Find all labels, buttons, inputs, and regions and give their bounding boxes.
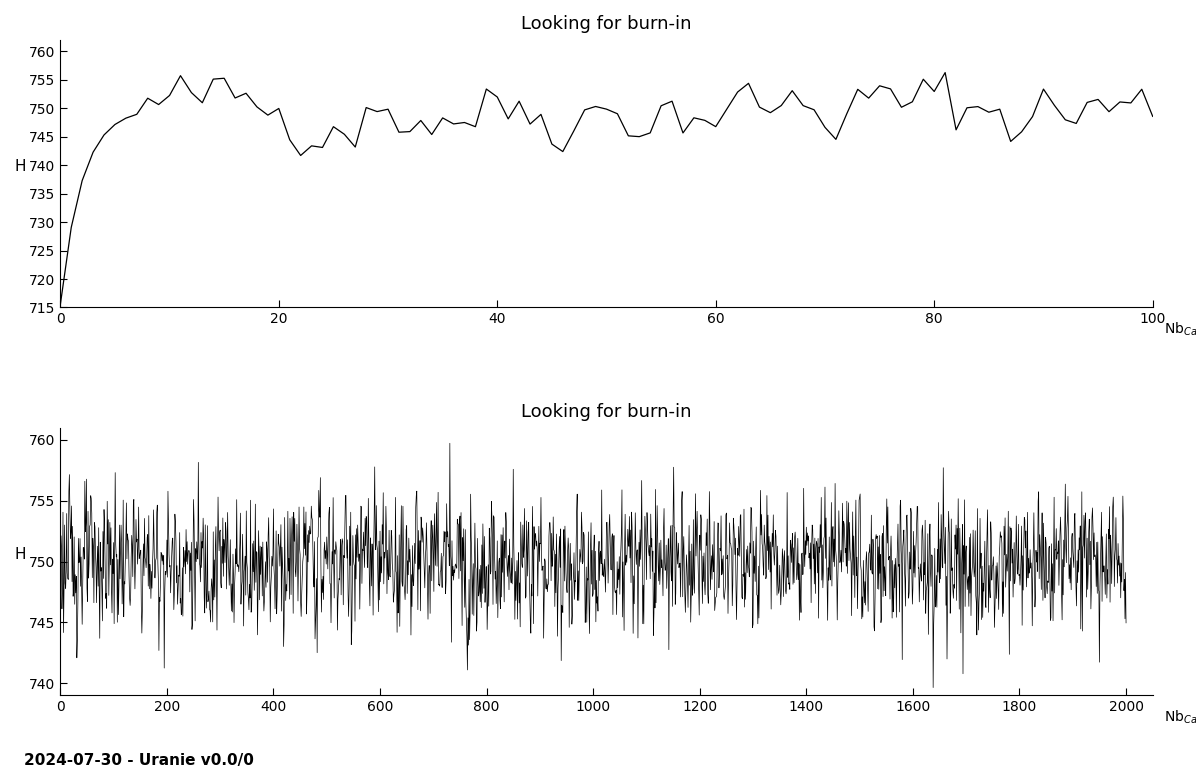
Y-axis label: H: H [16, 159, 26, 174]
Title: Looking for burn-in: Looking for burn-in [521, 403, 691, 421]
Text: 2024-07-30 - Uranie v0.0/0: 2024-07-30 - Uranie v0.0/0 [24, 753, 254, 768]
Title: Looking for burn-in: Looking for burn-in [521, 15, 691, 33]
X-axis label: Nb$_{Calc}$: Nb$_{Calc}$ [1165, 709, 1196, 726]
X-axis label: Nb$_{Calc}$: Nb$_{Calc}$ [1165, 321, 1196, 338]
Y-axis label: H: H [16, 547, 26, 561]
